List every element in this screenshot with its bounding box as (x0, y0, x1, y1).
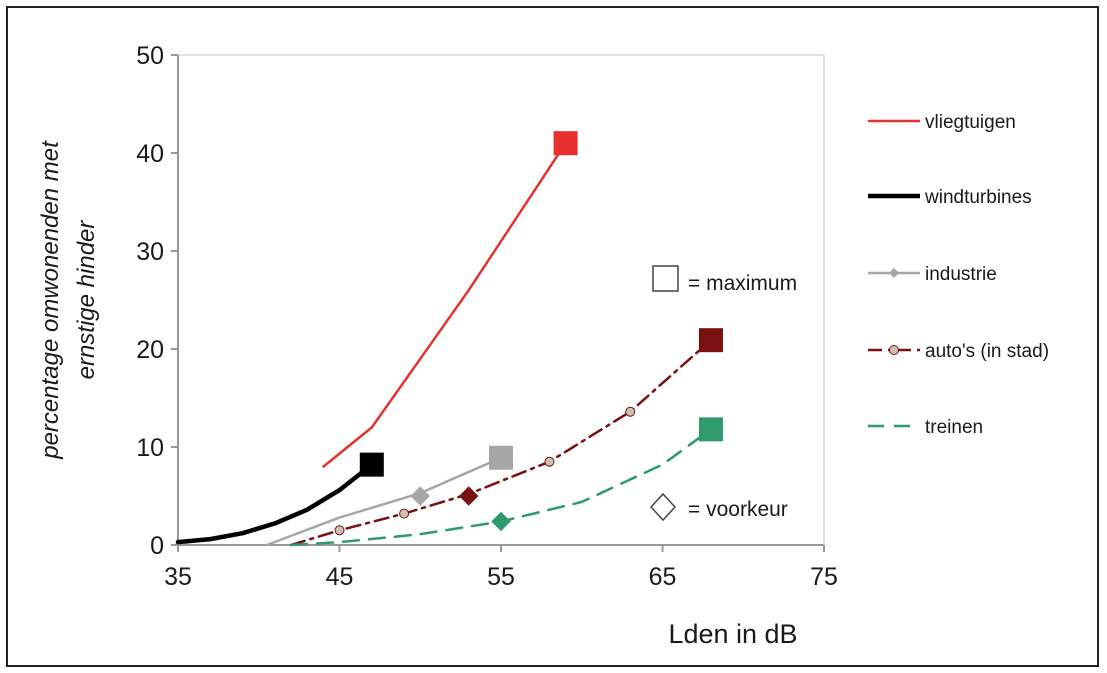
legend-marker-auto-s-in-stad (889, 345, 899, 355)
preference-marker-treinen (491, 511, 511, 532)
x-tick-label: 75 (810, 563, 838, 591)
y-tick-label: 0 (150, 532, 164, 560)
data-point-auto-s-in-stad (544, 456, 555, 467)
marker-layer (334, 131, 723, 536)
data-point-auto-s-in-stad (399, 508, 410, 519)
voorkeur-symbol (649, 492, 677, 522)
data-point-auto-s-in-stad (334, 525, 345, 536)
y-tick-label: 30 (136, 238, 164, 266)
voorkeur-label: = voorkeur (688, 498, 788, 521)
y-tick-label: 10 (136, 434, 164, 462)
legend-label-industrie: industrie (925, 264, 997, 285)
y-axis-title-line-1: percentage omwonenden met (37, 140, 64, 460)
annotation-maximum: = maximum (652, 265, 797, 295)
series-line-industrie (265, 456, 503, 547)
legend-label-treinen: treinen (925, 417, 983, 438)
x-tick-label: 65 (649, 563, 677, 591)
y-ticks: 0 10 20 30 40 50 (136, 42, 178, 560)
series-line-vliegtuigen (322, 141, 567, 468)
preference-marker-auto-s-in-stad (458, 486, 479, 506)
maximum-marker-auto-s-in-stad (698, 328, 723, 353)
legend: vliegtuigen windturbines industrie auto's (… (868, 112, 1049, 438)
legend-label-vliegtuigen: vliegtuigen (925, 112, 1016, 133)
preference-marker-industrie (410, 486, 430, 506)
chart-frame (6, 6, 1099, 667)
y-axis-title: percentage omwonenden met ernstige hinde… (37, 140, 100, 460)
x-axis-title: Lden in dB (668, 619, 797, 649)
x-tick-label: 45 (326, 563, 354, 591)
legend-marker-industrie (889, 268, 899, 278)
x-ticks: 35 45 55 65 75 (164, 545, 838, 591)
maximum-label: = maximum (688, 272, 797, 295)
maximum-marker-vliegtuigen (553, 131, 578, 156)
data-point-auto-s-in-stad (625, 406, 636, 417)
legend-label-windturbines: windturbines (924, 187, 1032, 208)
x-tick-label: 55 (487, 563, 515, 591)
maximum-marker-treinen (698, 417, 723, 442)
series-line-windturbines (175, 462, 375, 545)
y-tick-label: 20 (136, 336, 164, 364)
y-axis-title-line-2: ernstige hinder (73, 220, 100, 380)
x-tick-label: 35 (164, 563, 192, 591)
y-tick-label: 50 (136, 42, 164, 70)
maximum-marker-industrie (489, 445, 513, 470)
legend-label-auto-s-in-stad: auto's (in stad) (925, 341, 1049, 362)
maximum-marker-windturbines (359, 452, 384, 477)
annotation-voorkeur: = voorkeur (649, 492, 788, 522)
y-tick-label: 40 (136, 140, 164, 168)
maximum-symbol (652, 265, 679, 292)
series-layer (175, 141, 713, 547)
plot-area (177, 54, 825, 546)
